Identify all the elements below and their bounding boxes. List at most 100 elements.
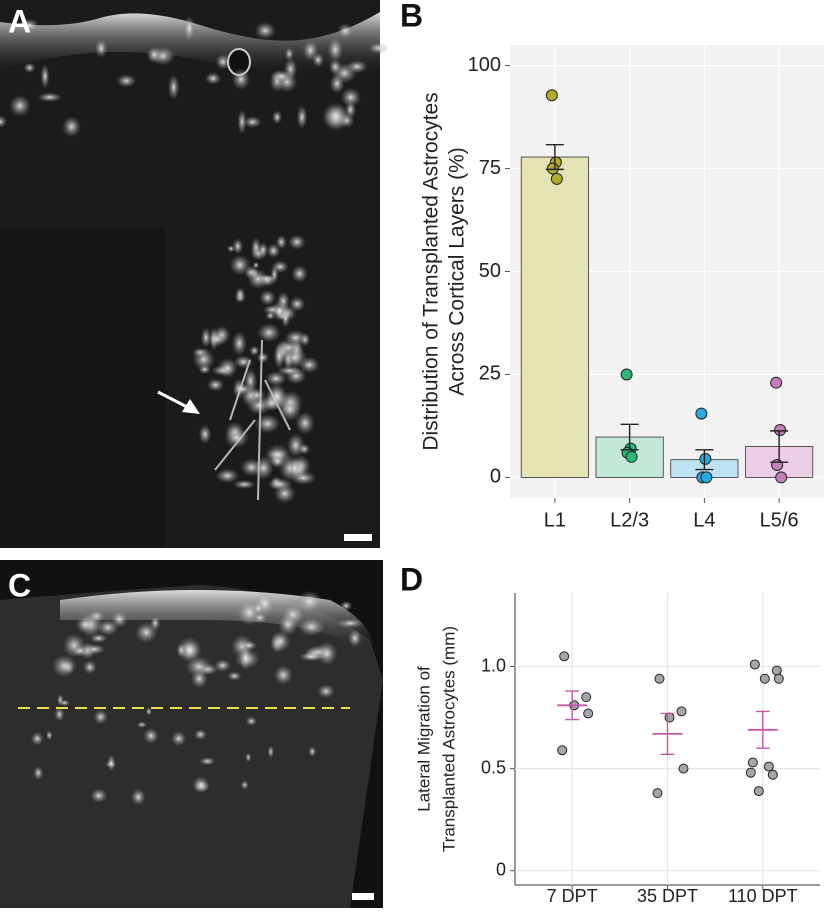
cell: [275, 234, 287, 250]
point: [749, 659, 760, 670]
cell: [208, 331, 226, 347]
micrograph-c: C: [0, 560, 383, 908]
error-bar: [695, 449, 714, 471]
cell: [291, 264, 308, 283]
y-tick-label: 25: [479, 363, 501, 385]
cell: [346, 59, 368, 74]
cell: [289, 296, 306, 312]
scale-bar: [344, 534, 372, 541]
cell: [308, 745, 317, 758]
point: [583, 708, 594, 719]
cell: [286, 432, 305, 458]
cell: [282, 347, 308, 369]
cell: [254, 21, 276, 40]
point: [771, 459, 784, 472]
cell: [71, 645, 89, 657]
point: [654, 673, 665, 684]
panel-label: B: [400, 0, 423, 33]
point: [745, 767, 756, 778]
cell: [261, 395, 281, 412]
cell: [0, 115, 8, 129]
cell: [239, 645, 252, 671]
cell: [9, 94, 31, 117]
cell: [45, 730, 53, 741]
cell: [51, 654, 78, 678]
point: [678, 763, 689, 774]
cell: [253, 455, 274, 481]
cell: [59, 699, 71, 707]
cell: [316, 641, 338, 666]
cell: [277, 613, 299, 636]
error-bar: [660, 712, 675, 756]
cell: [224, 427, 250, 449]
cell: [273, 664, 293, 686]
cell: [18, 18, 39, 32]
cell: [176, 643, 187, 658]
cell: [256, 351, 270, 364]
cell: [40, 63, 50, 90]
cell: [232, 238, 244, 255]
point: [759, 673, 770, 684]
point: [775, 471, 788, 484]
cell: [288, 458, 302, 478]
cell: [23, 62, 36, 73]
point: [695, 407, 708, 420]
y-tick-label: 100: [468, 54, 501, 76]
y-axis-label: Lateral Migration of: [414, 666, 433, 812]
bar: [520, 156, 589, 478]
point: [545, 89, 558, 102]
x-tick-label: 7 DPT: [547, 886, 598, 906]
panel-label: D: [400, 561, 423, 597]
cell: [190, 669, 208, 689]
cell: [193, 729, 207, 740]
cell: [204, 72, 222, 85]
cell: [317, 684, 335, 699]
error-bar: [755, 710, 770, 749]
x-tick-label: L5/6: [760, 509, 799, 531]
cell: [259, 289, 276, 306]
x-tick-label: 110 DPT: [728, 886, 798, 906]
cortical-surface: [0, 12, 380, 74]
cell: [288, 234, 306, 250]
point: [652, 788, 663, 799]
cell: [329, 73, 345, 94]
cell: [130, 788, 146, 806]
cell: [243, 116, 262, 129]
cell: [75, 616, 96, 633]
cell: [145, 707, 152, 716]
cell: [89, 633, 108, 643]
point: [770, 376, 783, 389]
cell: [368, 42, 389, 54]
cell: [297, 617, 325, 637]
cell: [312, 52, 324, 68]
cell: [266, 243, 281, 259]
cell: [234, 383, 251, 395]
cell: [167, 74, 180, 101]
panel-label: A: [8, 3, 31, 39]
cell: [93, 709, 108, 725]
cell: [227, 671, 242, 681]
cell: [249, 345, 260, 356]
cell: [215, 53, 231, 70]
cell: [284, 330, 308, 345]
cell: [247, 388, 266, 402]
cell: [215, 468, 240, 484]
cell: [185, 656, 213, 677]
cell: [322, 102, 350, 129]
cell: [199, 757, 216, 766]
y-tick-label: 0: [496, 859, 506, 879]
cell: [90, 788, 108, 803]
cell: [171, 731, 187, 747]
cell: [250, 237, 262, 258]
y-axis-label: Distribution of Transplanted Astrocytes: [420, 92, 443, 450]
x-tick-label: L2/3: [610, 509, 649, 531]
cell: [278, 397, 302, 422]
cell: [336, 618, 364, 629]
point: [546, 162, 559, 175]
point: [625, 450, 638, 463]
cell: [94, 38, 108, 58]
cell: [257, 322, 281, 343]
point: [767, 769, 778, 780]
cell: [116, 74, 137, 88]
